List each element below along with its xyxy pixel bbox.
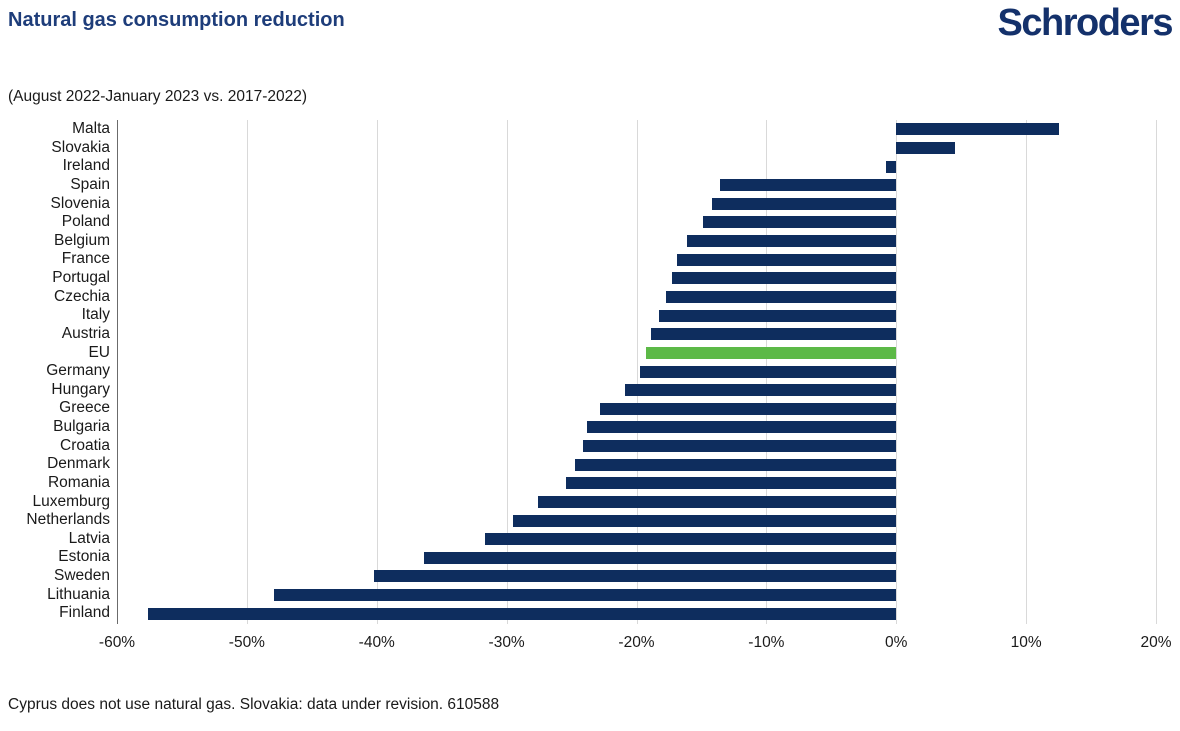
bar-eu [645,346,897,359]
country-label-lithuania: Lithuania [47,585,110,603]
country-label-belgium: Belgium [54,231,110,249]
bar-finland [148,607,897,620]
country-label-bulgaria: Bulgaria [53,418,110,435]
gridline [246,120,248,624]
schroders-logo: Schroders [997,2,1174,44]
plot-area [117,120,1157,624]
country-label-finland: Finland [59,604,110,622]
bar-slovakia [896,141,955,154]
country-label-austria: Austria [61,324,110,342]
country-label-latvia: Latvia [68,529,110,547]
gridline [506,120,508,624]
country-label-slovakia: Slovakia [51,138,110,156]
country-label-denmark: Denmark [47,455,110,473]
country-label-ireland: Ireland [62,157,110,175]
bar-denmark [575,458,897,471]
bar-austria [650,328,897,341]
y-axis-line [117,120,118,624]
bar-romania [566,477,897,490]
country-label-greece: Greece [59,399,110,417]
country-label-malta: Malta [72,120,110,137]
bar-germany [640,365,897,378]
bar-malta [896,123,1059,136]
bar-spain [719,179,897,192]
x-tick-label: 10% [1010,634,1042,651]
country-label-eu: EU [88,343,110,361]
x-tick-label: -30% [488,634,525,651]
country-label-luxemburg: Luxemburg [32,492,110,510]
bar-lithuania [274,589,897,602]
country-label-italy: Italy [81,306,110,324]
bar-poland [702,216,897,229]
bar-belgium [687,235,897,248]
bar-luxemburg [537,495,897,508]
bar-netherlands [513,514,897,527]
chart-footnote: Cyprus does not use natural gas. Slovaki… [8,696,500,713]
bar-france [676,253,897,266]
bar-estonia [423,551,897,564]
gridline [376,120,378,624]
bar-sweden [374,570,897,583]
country-label-hungary: Hungary [51,380,110,398]
bar-italy [658,309,897,322]
country-label-estonia: Estonia [58,548,110,566]
bar-greece [600,402,897,415]
chart-subtitle: (August 2022-January 2023 vs. 2017-2022) [8,88,308,105]
y-axis-labels: Malta Slovakia Ireland Spain Slovenia Poland B… [0,120,110,623]
chart-title: Natural gas consumption reduction [8,9,345,31]
x-tick-label: -50% [228,634,265,651]
x-tick-label: -40% [358,634,395,651]
country-label-portugal: Portugal [52,269,110,286]
bar-hungary [624,384,897,397]
x-tick-label: 0% [885,634,908,651]
x-axis: -60% -50% -40% -30% -20% -10% 0% 10% 20% [99,634,1172,654]
bar-ireland [885,160,897,173]
gridline [1026,120,1028,624]
country-label-croatia: Croatia [60,436,110,454]
bar-croatia [583,440,897,453]
country-label-spain: Spain [70,175,110,193]
country-label-slovenia: Slovenia [50,194,110,212]
bar-czechia [666,290,897,303]
bar-latvia [484,533,897,546]
country-label-romania: Romania [47,473,110,491]
x-tick-label: 20% [1140,634,1172,651]
bar-portugal [671,272,897,285]
country-label-sweden: Sweden [53,567,110,584]
country-label-netherlands: Netherlands [26,511,110,529]
country-label-germany: Germany [46,362,110,380]
bar-slovenia [711,197,897,210]
x-tick-label: -60% [98,634,136,651]
gridline [636,120,638,624]
x-tick-label: -10% [748,634,785,651]
gridline [1156,120,1157,624]
country-label-czechia: Czechia [54,287,110,305]
country-label-france: France [61,250,110,268]
x-tick-label: -20% [618,634,655,651]
gridline [896,120,898,624]
bar-bulgaria [587,421,897,434]
country-label-poland: Poland [61,213,110,231]
